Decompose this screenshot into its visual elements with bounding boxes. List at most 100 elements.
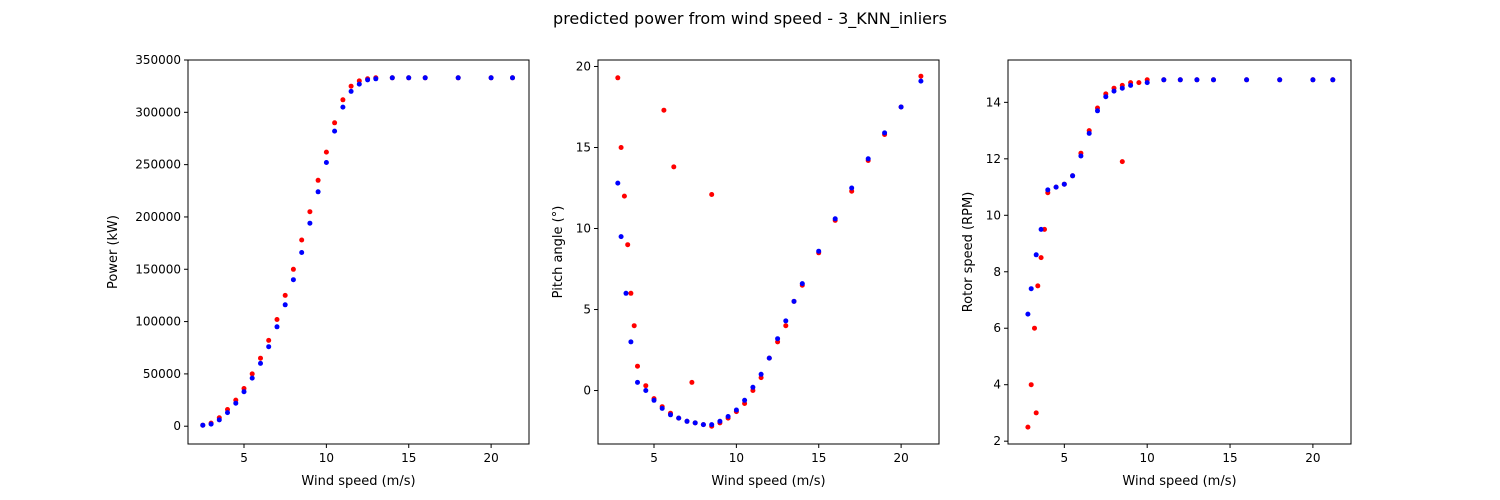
scatter-point-s1-13 [307, 220, 313, 226]
scatter-point-s0-7 [258, 355, 263, 361]
scatter-point-s1-1 [1028, 286, 1034, 292]
scatter-point-s0-2 [621, 193, 627, 199]
scatter-point-s0-36 [709, 192, 715, 197]
scatter-point-s1-16 [332, 128, 338, 134]
scatter-point-s1-3 [628, 339, 634, 345]
x-tick-label: 5 [650, 451, 658, 465]
scatter-point-s1-17 [742, 397, 748, 403]
y-tick-label: 20 [576, 59, 591, 73]
scatter-point-s1-15 [323, 160, 329, 165]
subplot-power: 5 10 15 20 0 50000 100000 150000 200000 250000 30… [106, 53, 530, 489]
scatter-point-s0-11 [290, 266, 296, 272]
scatter-point-s1-30 [898, 104, 904, 110]
scatter-point-s1-24 [422, 75, 428, 81]
y-axis: 2 4 6 8 10 12 14 [986, 95, 1008, 448]
scatter-point-s1-4 [635, 379, 640, 385]
scatter-point-s0-6 [249, 371, 255, 377]
scatter-point-s0-10 [282, 292, 288, 298]
scatter-point-s0-34 [661, 107, 667, 113]
scatter-point-s0-27 [1119, 159, 1125, 165]
scatter-point-s1-4 [233, 400, 239, 406]
scatter-marks [615, 73, 924, 429]
scatter-point-s1-28 [865, 156, 871, 162]
scatter-point-s1-18 [750, 384, 756, 390]
scatter-point-s1-10 [1095, 108, 1100, 114]
scatter-point-s1-0 [200, 422, 206, 428]
scatter-point-s1-14 [717, 418, 723, 424]
y-tick-label: 0 [583, 384, 591, 398]
scatter-point-s0-37 [689, 379, 695, 385]
y-tick-label: 2 [993, 434, 1001, 448]
y-tick-label: 12 [986, 152, 1001, 166]
scatter-point-s1-13 [709, 422, 715, 428]
scatter-point-s0-28 [1033, 410, 1039, 416]
scatter-point-s1-11 [1103, 94, 1109, 100]
x-tick-label: 20 [483, 451, 498, 465]
scatter-point-s1-3 [225, 410, 230, 416]
scatter-point-s0-5 [631, 323, 637, 329]
scatter-point-s1-19 [758, 371, 764, 377]
scatter-point-s1-27 [510, 75, 515, 81]
y-tick-label: 300000 [135, 105, 181, 119]
scatter-point-s1-17 [340, 104, 346, 110]
scatter-point-s1-6 [651, 397, 657, 403]
scatter-point-s0-0 [1025, 424, 1031, 430]
scatter-point-s0-18 [348, 83, 354, 89]
plot-frame [597, 59, 940, 445]
scatter-point-s1-13 [1119, 85, 1125, 91]
scatter-point-s1-23 [406, 75, 412, 81]
x-tick-label: 5 [240, 451, 248, 465]
scatter-point-s1-14 [315, 189, 321, 195]
x-tick-label: 20 [1305, 451, 1320, 465]
scatter-point-s1-8 [266, 344, 272, 350]
plot-area [1008, 60, 1351, 444]
y-tick-label: 6 [993, 321, 1001, 335]
scatter-point-s1-9 [274, 324, 280, 330]
x-tick-label: 5 [1061, 451, 1069, 465]
scatter-point-s1-20 [365, 77, 371, 83]
y-axis-label: Power (kW) [106, 215, 121, 289]
scatter-point-s1-5 [1053, 184, 1059, 190]
scatter-point-s1-25 [455, 75, 461, 81]
x-tick-label: 15 [401, 451, 416, 465]
y-axis: 0 50000 100000 150000 200000 250000 300000 3500… [135, 53, 188, 433]
x-tick-label: 15 [1222, 451, 1237, 465]
y-tick-label: 10 [986, 208, 1001, 222]
plot-area [598, 60, 939, 444]
scatter-point-s1-25 [816, 248, 822, 254]
scatter-point-s1-10 [684, 418, 690, 424]
x-axis-label: Wind speed (m/s) [1122, 474, 1236, 489]
scatter-point-s1-1 [618, 234, 624, 240]
scatter-point-s0-1 [1028, 382, 1034, 388]
y-tick-label: 200000 [135, 210, 181, 224]
scatter-point-s1-9 [676, 415, 682, 421]
scatter-point-s1-6 [1061, 181, 1067, 187]
scatter-point-s0-1 [618, 145, 624, 150]
scatter-marks [1025, 77, 1336, 430]
x-axis: 5 10 15 20 [650, 444, 909, 465]
scatter-point-s0-4 [1038, 255, 1044, 261]
x-tick-label: 10 [319, 451, 334, 465]
y-tick-label: 250000 [135, 158, 181, 172]
scatter-point-s1-22 [783, 318, 789, 324]
scatter-point-s1-18 [348, 88, 354, 94]
subplot-pitch: 5 10 15 20 0 5 10 15 20 Wind speed (m/s) Pitch … [551, 59, 940, 489]
scatter-point-s1-11 [290, 277, 296, 283]
scatter-point-s1-23 [1330, 77, 1336, 83]
scatter-point-s1-2 [216, 417, 222, 423]
scatter-point-s0-3 [625, 242, 631, 248]
scatter-point-s0-33 [918, 73, 924, 79]
scatter-point-s1-4 [1045, 187, 1051, 193]
plot-area [188, 60, 529, 444]
scatter-point-s1-16 [1161, 77, 1167, 83]
y-tick-label: 14 [986, 95, 1001, 109]
scatter-point-s1-10 [282, 302, 288, 308]
scatter-point-s1-26 [488, 75, 494, 81]
scatter-point-s0-8 [266, 337, 272, 343]
scatter-point-s1-5 [643, 388, 649, 393]
y-axis: 0 5 10 15 20 [576, 59, 598, 398]
scatter-point-s0-15 [323, 149, 329, 155]
x-tick-label: 20 [893, 451, 908, 465]
x-axis-label: Wind speed (m/s) [301, 474, 415, 489]
